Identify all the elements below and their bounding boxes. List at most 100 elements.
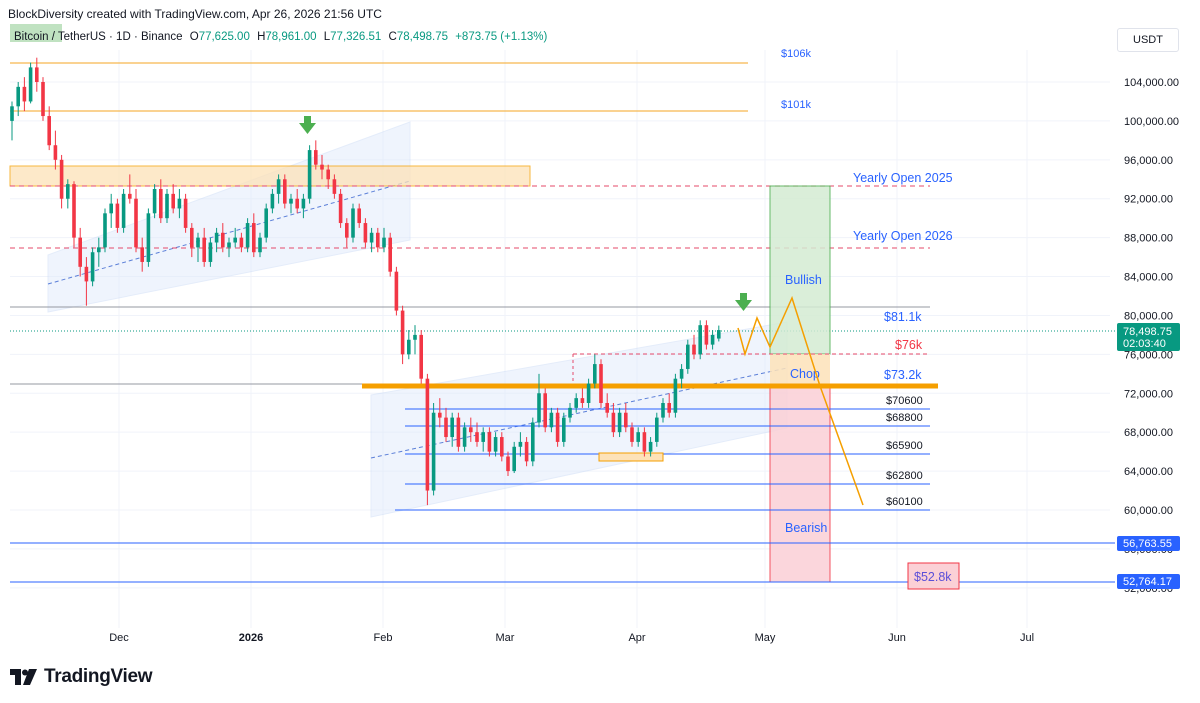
candle-body <box>332 179 337 194</box>
candle-body <box>717 330 721 339</box>
price-badge-52764: 52,764.17 <box>1117 574 1180 589</box>
candle-body <box>183 198 188 228</box>
x-tick-label: 2026 <box>239 632 263 644</box>
candle-body <box>686 344 690 369</box>
candle-body <box>146 213 151 262</box>
candle-body <box>345 223 349 238</box>
candle-body <box>617 412 622 433</box>
candle-body <box>568 407 572 418</box>
chop-zone <box>770 354 830 386</box>
candle-body <box>35 67 39 82</box>
candle-body <box>307 150 312 199</box>
candle-body <box>84 266 89 282</box>
candle-body <box>549 412 554 428</box>
candle-body <box>289 198 293 204</box>
green-arrow-1 <box>299 116 316 134</box>
candle-body <box>655 417 659 442</box>
candle-body <box>444 417 448 438</box>
candle-body <box>214 232 219 243</box>
candle-body <box>475 432 479 442</box>
candle-body <box>518 441 523 447</box>
price-axis[interactable]: 104,000.00 100,000.00 96,000.00 92,000.00 88… <box>1124 77 1179 595</box>
candle-body <box>394 271 399 311</box>
candle-body <box>190 227 194 248</box>
candle-body <box>419 334 423 379</box>
chart-credit: BlockDiversity created with TradingView.… <box>8 7 382 21</box>
last-price-badge: 78,498.75 02:03:40 <box>1117 323 1180 351</box>
ohlc-legend: Bitcoin / TetherUS · 1D · Binance O77,62… <box>14 31 547 43</box>
x-tick-label: Jun <box>888 632 906 644</box>
last-price-countdown: 02:03:40 <box>1123 338 1166 350</box>
low-key: L <box>323 31 331 43</box>
candle-body <box>320 164 324 170</box>
label-target-bear: $52.8k <box>914 570 952 584</box>
candle-body <box>276 179 281 194</box>
price-badge-56763: 56,763.55 <box>1117 536 1180 551</box>
candle-body <box>115 203 120 228</box>
label-73k: $73.2k <box>884 368 922 382</box>
target-box <box>907 562 960 590</box>
candle-body <box>679 368 684 379</box>
candle-body <box>562 417 566 442</box>
candle-body <box>438 412 442 418</box>
candle-body <box>134 198 138 248</box>
candle-body <box>413 334 417 340</box>
time-axis[interactable]: Dec 2026 Feb Mar Apr May Jun Jul <box>109 632 1034 644</box>
candle-body <box>326 169 330 180</box>
candle-body <box>667 403 671 413</box>
high-value: 78,961.00 <box>265 31 317 43</box>
candle-body <box>481 432 485 442</box>
symbol-tag <box>10 24 62 42</box>
footer-brand[interactable]: TradingView <box>10 663 153 691</box>
candle-body <box>227 242 231 248</box>
y-tick-label: 100,000.00 <box>1124 116 1179 128</box>
brand-name: TradingView <box>44 666 153 687</box>
candle-body <box>208 242 213 262</box>
candle-body <box>338 193 343 224</box>
candle-body <box>301 198 306 209</box>
candle-body <box>555 412 560 442</box>
candle-body <box>270 193 275 209</box>
low-value: 77,326.51 <box>330 31 382 43</box>
x-tick-label: Feb <box>374 632 393 644</box>
candle-body <box>425 378 430 491</box>
y-tick-label: 68,000.00 <box>1124 427 1173 439</box>
candle-body <box>53 145 58 160</box>
x-tick-label: Jul <box>1020 632 1034 644</box>
candle-body <box>661 403 665 418</box>
bullish-zone <box>769 185 831 355</box>
x-tick-label: Mar <box>496 632 515 644</box>
candle-body <box>16 86 20 107</box>
candle-body <box>543 393 547 428</box>
tradingview-logo-icon <box>10 669 37 685</box>
label-bullish: Bullish <box>785 273 822 287</box>
candle-body <box>47 116 51 146</box>
label-68800: $68800 <box>886 412 923 424</box>
candle-body <box>382 237 386 248</box>
label-bearish: Bearish <box>785 521 827 535</box>
candle-body <box>400 310 405 355</box>
candle-body <box>252 223 256 253</box>
candle-body <box>376 232 380 248</box>
candle-body <box>673 378 678 413</box>
candle-body <box>580 398 585 403</box>
x-tick-label: May <box>755 632 776 644</box>
green-arrow-2 <box>735 293 752 311</box>
x-tick-label: Apr <box>628 632 645 644</box>
candle-body <box>196 237 200 248</box>
candle-body <box>450 417 454 438</box>
candle-body <box>462 427 467 447</box>
candle-body <box>314 150 318 165</box>
candle-body <box>506 456 510 472</box>
svg-text:56,763.55: 56,763.55 <box>1123 538 1172 550</box>
candle-body <box>90 252 95 282</box>
candle-body <box>59 159 64 199</box>
candle-body <box>295 198 299 209</box>
candle-body <box>97 247 101 253</box>
open-key: O <box>189 31 199 43</box>
currency-button[interactable]: USDT <box>1117 28 1179 52</box>
candle-body <box>152 189 157 214</box>
label-yearly-open-2025: Yearly Open 2025 <box>853 171 953 185</box>
label-65900: $65900 <box>886 440 923 452</box>
